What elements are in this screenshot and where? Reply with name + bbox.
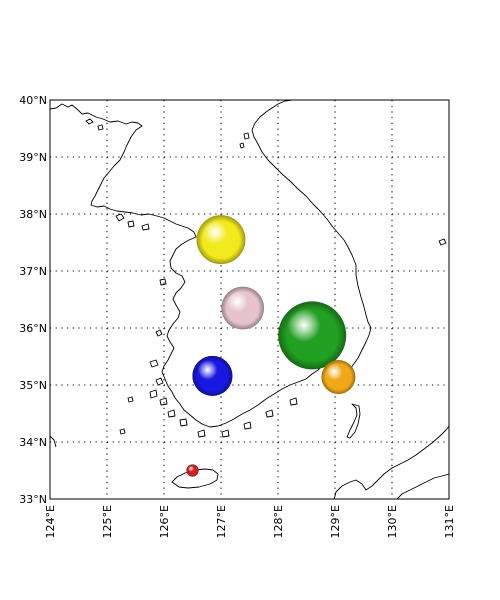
western-shore-coastline: [50, 435, 57, 448]
lat-tick-label: 40°N: [19, 94, 47, 107]
lon-tick-label: 130°E: [386, 505, 399, 538]
longitude-tick-labels: 124°E 125°E 126°E 127°E 128°E 129°E 130°E 131°E: [44, 505, 456, 538]
data-bubbles: [186, 215, 356, 477]
lat-tick-label: 38°N: [19, 208, 47, 221]
data-bubble-shading: [278, 301, 347, 370]
lat-tick-label: 36°N: [19, 322, 47, 335]
latitude-tick-labels: 33°N 34°N 35°N 36°N 37°N 38°N 39°N 40°N: [19, 94, 47, 506]
tsushima-coastline: [346, 403, 361, 439]
map-frame: [49, 99, 450, 500]
lon-tick-label: 129°E: [329, 505, 342, 538]
lon-tick-label: 126°E: [158, 505, 171, 538]
data-bubble-shading: [321, 360, 356, 395]
honshu-coastline: [396, 473, 449, 499]
lat-tick-label: 35°N: [19, 379, 47, 392]
data-bubble-shading: [192, 355, 233, 396]
lon-tick-label: 128°E: [272, 505, 285, 538]
data-bubble-shading: [196, 215, 246, 265]
lon-tick-label: 127°E: [215, 505, 228, 538]
data-bubble-shading: [186, 464, 199, 477]
coastline: [50, 100, 449, 499]
islands: [85, 118, 447, 438]
lon-tick-label: 131°E: [443, 505, 456, 538]
kyushu-coastline: [333, 425, 449, 499]
korean-peninsula-coastline: [50, 100, 372, 428]
lat-tick-label: 34°N: [19, 436, 47, 449]
lat-tick-label: 39°N: [19, 151, 47, 164]
lon-tick-label: 125°E: [101, 505, 114, 538]
lat-tick-label: 33°N: [19, 493, 47, 506]
lon-tick-label: 124°E: [44, 505, 57, 538]
data-bubble-shading: [221, 286, 265, 330]
lat-tick-label: 37°N: [19, 265, 47, 278]
jeju-island-coastline: [171, 468, 219, 489]
